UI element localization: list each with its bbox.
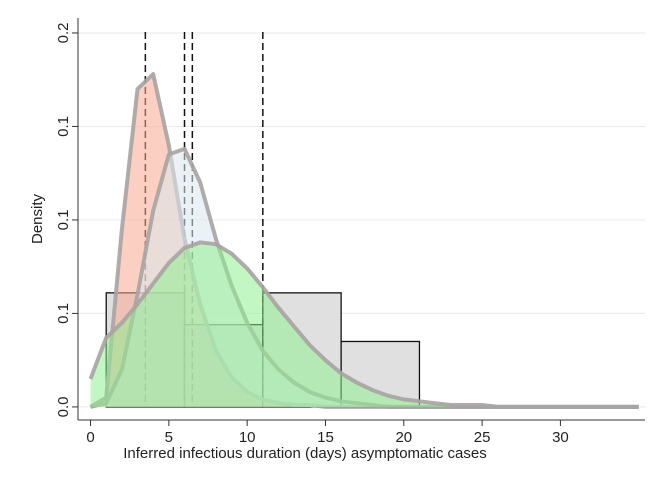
x-tick-label: 10 bbox=[239, 429, 256, 446]
y-axis-label: Density bbox=[29, 193, 46, 244]
x-tick-label: 25 bbox=[474, 429, 491, 446]
y-tick-label: 0.1 bbox=[55, 303, 72, 324]
y-tick-label: 0.2 bbox=[55, 23, 72, 44]
x-axis-label: Inferred infectious duration (days) asym… bbox=[123, 445, 487, 462]
y-tick-label: 0.1 bbox=[55, 210, 72, 231]
y-tick-label: 0.0 bbox=[55, 396, 72, 417]
x-tick-label: 30 bbox=[552, 429, 569, 446]
x-tick-label: 5 bbox=[165, 429, 173, 446]
x-tick-label: 0 bbox=[86, 429, 94, 446]
density-curve bbox=[88, 240, 639, 409]
x-tick-label: 15 bbox=[317, 429, 334, 446]
x-tick-label: 20 bbox=[395, 429, 412, 446]
y-tick-label: 0.1 bbox=[55, 116, 72, 137]
density-area bbox=[90, 242, 639, 407]
